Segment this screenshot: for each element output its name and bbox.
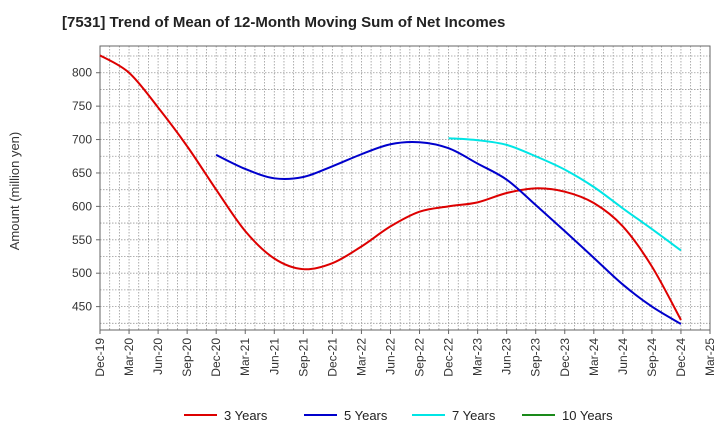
x-tick-label: Dec-21 bbox=[325, 338, 339, 377]
x-axis: Dec-19 Mar-20 Jun-20 Sep-20 Dec-20 Mar-21 Jun-… bbox=[93, 330, 717, 377]
x-tick-label: Mar-20 bbox=[122, 338, 136, 376]
y-tick-label: 550 bbox=[72, 233, 92, 247]
x-tick-label: Jun-22 bbox=[383, 338, 397, 375]
y-axis-label: Amount (million yen) bbox=[7, 132, 22, 251]
x-tick-label: Mar-21 bbox=[238, 338, 252, 376]
y-tick-label: 650 bbox=[72, 166, 92, 180]
x-tick-label: Mar-24 bbox=[587, 338, 601, 376]
x-tick-label: Sep-20 bbox=[180, 338, 194, 377]
x-tick-label: Mar-23 bbox=[471, 338, 485, 376]
y-tick-label: 700 bbox=[72, 133, 92, 147]
x-tick-label: Dec-20 bbox=[209, 338, 223, 377]
series-lines bbox=[99, 54, 682, 325]
y-tick-label: 500 bbox=[72, 266, 92, 280]
x-tick-label: Jun-23 bbox=[500, 338, 514, 375]
x-tick-label: Dec-22 bbox=[442, 338, 456, 377]
y-tick-label: 750 bbox=[72, 99, 92, 113]
legend-label-5-years: 5 Years bbox=[344, 408, 388, 423]
y-axis: 450 500 550 600 650 700 750 800 bbox=[72, 66, 100, 314]
x-tick-label: Dec-19 bbox=[93, 338, 107, 377]
y-tick-label: 450 bbox=[72, 300, 92, 314]
x-tick-label: Jun-21 bbox=[267, 338, 281, 375]
x-tick-label: Sep-21 bbox=[296, 338, 310, 377]
x-tick-label: Mar-25 bbox=[703, 338, 717, 376]
series-line-3-years bbox=[99, 54, 682, 321]
x-tick-label: Sep-24 bbox=[645, 338, 659, 377]
series-line-5-years bbox=[215, 140, 682, 325]
y-tick-label: 800 bbox=[72, 66, 92, 80]
x-tick-label: Sep-23 bbox=[529, 338, 543, 377]
legend: 3 Years 5 Years 7 Years 10 Years bbox=[184, 408, 613, 423]
legend-label-7-years: 7 Years bbox=[452, 408, 496, 423]
legend-label-3-years: 3 Years bbox=[224, 408, 268, 423]
x-tick-label: Mar-22 bbox=[354, 338, 368, 376]
grid bbox=[100, 46, 710, 330]
x-tick-label: Dec-24 bbox=[674, 338, 688, 377]
legend-label-10-years: 10 Years bbox=[562, 408, 613, 423]
x-tick-label: Jun-24 bbox=[616, 338, 630, 375]
chart-title: [7531] Trend of Mean of 12-Month Moving … bbox=[62, 14, 506, 31]
x-tick-label: Dec-23 bbox=[558, 338, 572, 377]
series-line-7-years bbox=[448, 137, 682, 252]
plot-frame bbox=[99, 45, 711, 331]
x-tick-label: Jun-20 bbox=[151, 338, 165, 375]
y-tick-label: 600 bbox=[72, 199, 92, 213]
x-tick-label: Sep-22 bbox=[413, 338, 427, 377]
